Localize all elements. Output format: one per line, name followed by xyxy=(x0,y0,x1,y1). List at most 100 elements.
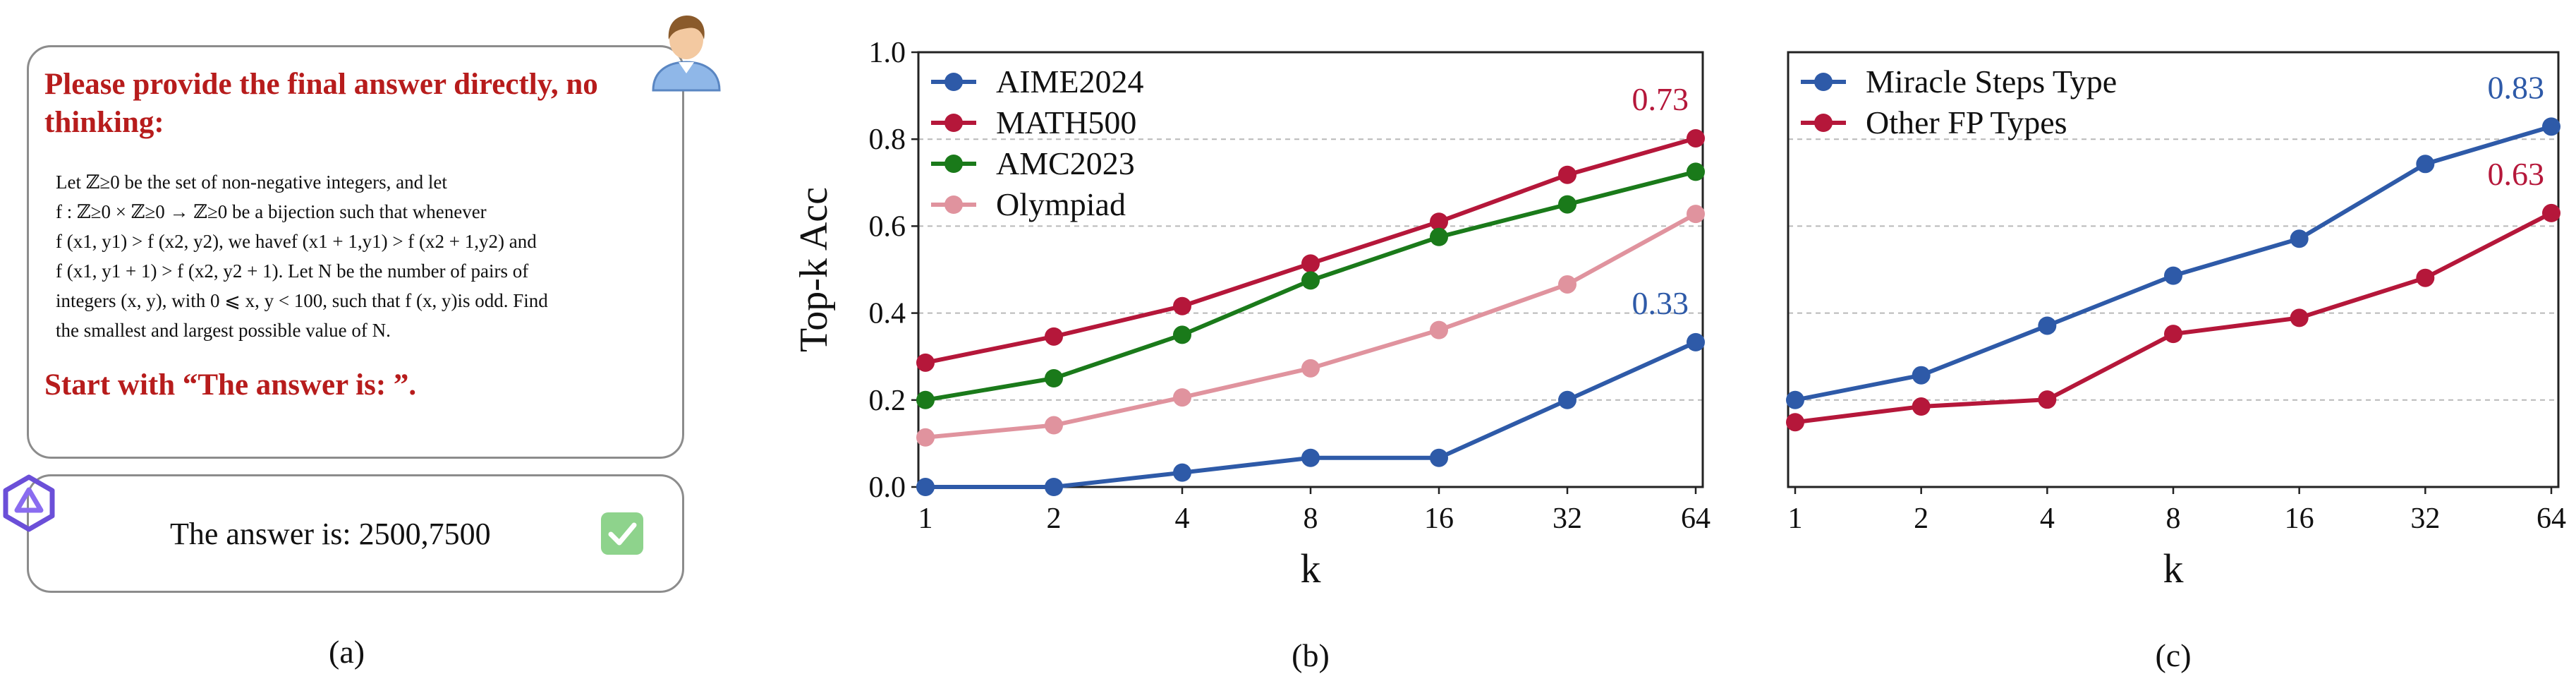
x-axis-label: k xyxy=(1301,546,1321,591)
data-point xyxy=(1558,390,1576,409)
panel-label: (c) xyxy=(2155,637,2191,673)
chart-panel-c: 1 2 4 8 16 32 64 k Miracle Steps Type Other FP Ty… xyxy=(1786,51,2566,673)
y-axis-label: Top-k Acc xyxy=(792,187,836,352)
data-point xyxy=(1173,296,1191,315)
legend-label: Olympiad xyxy=(996,186,1126,222)
x-tick-label: 16 xyxy=(1424,503,1454,535)
y-tick-label: 0.4 xyxy=(869,298,906,330)
answer-text: The answer is: 2500,7500 xyxy=(170,517,491,551)
data-point xyxy=(1173,388,1191,407)
x-tick-label: 8 xyxy=(2166,503,2181,535)
x-tick-label: 2 xyxy=(1047,503,1062,535)
panel-label: (b) xyxy=(1292,637,1330,673)
x-tick-label: 64 xyxy=(2536,503,2566,535)
data-annotation: 0.33 xyxy=(1632,285,1689,321)
data-point xyxy=(1301,448,1320,467)
data-point xyxy=(1430,227,1448,246)
legend-label: AIME2024 xyxy=(996,64,1144,100)
data-point xyxy=(2542,117,2560,136)
legend-label: Miracle Steps Type xyxy=(1866,64,2117,100)
prompt-heading: Please provide the final answer directly… xyxy=(44,68,598,139)
x-tick-label: 32 xyxy=(2410,503,2440,535)
x-tick-label: 8 xyxy=(1304,503,1318,535)
data-point xyxy=(916,353,935,372)
data-point xyxy=(916,428,935,447)
data-point xyxy=(1558,165,1576,184)
legend-swatch-marker xyxy=(944,73,963,91)
x-tick-label: 64 xyxy=(1681,503,1711,535)
data-point xyxy=(1430,320,1448,339)
data-point xyxy=(1687,205,1705,224)
data-point xyxy=(1912,366,1931,385)
y-tick-label: 0.2 xyxy=(869,385,906,417)
data-point xyxy=(1173,325,1191,344)
data-point xyxy=(1301,254,1320,273)
data-point xyxy=(2038,390,2057,409)
legend-label: Other FP Types xyxy=(1866,104,2067,140)
data-annotation: 0.83 xyxy=(2488,69,2545,105)
data-point xyxy=(1301,271,1320,290)
x-tick-label: 4 xyxy=(1175,503,1190,535)
data-point xyxy=(1912,397,1931,416)
problem-line: f : ℤ≥0 × ℤ≥0 → ℤ≥0 be a bijection such … xyxy=(56,201,487,222)
panel-a-label: (a) xyxy=(329,634,365,670)
data-point xyxy=(1301,359,1320,378)
data-point xyxy=(2164,325,2182,344)
user-avatar-icon xyxy=(652,16,721,92)
data-point xyxy=(2164,266,2182,285)
y-tick-label: 0.6 xyxy=(869,210,906,243)
x-tick-label: 32 xyxy=(1553,503,1582,535)
legend-swatch-marker xyxy=(944,195,963,214)
data-point xyxy=(1687,332,1705,351)
x-tick-label: 4 xyxy=(2040,503,2055,535)
chart-panel-b: 1 2 4 8 16 32 64 0.0 0.2 0.4 0.6 0.8 1.0 k Top-k Acc AI… xyxy=(792,37,1711,673)
y-tick-label: 0.8 xyxy=(869,124,906,156)
data-point xyxy=(1687,162,1705,181)
data-point xyxy=(1045,327,1063,346)
series-line-other-fp-types xyxy=(1794,211,2553,425)
data-point xyxy=(1045,369,1063,387)
data-point xyxy=(916,390,935,409)
data-point xyxy=(2416,268,2435,287)
x-tick-label: 1 xyxy=(918,503,933,535)
data-point xyxy=(1786,390,1804,409)
panel-a: Please provide the final answer directly… xyxy=(0,0,727,686)
data-annotation: 0.63 xyxy=(2488,156,2545,192)
check-mark-icon xyxy=(601,512,643,555)
data-point xyxy=(2290,308,2309,327)
legend-label: AMC2023 xyxy=(996,145,1135,181)
series-line-miracle-steps-type xyxy=(1794,124,2552,402)
x-tick-label: 1 xyxy=(1788,503,1803,535)
data-point xyxy=(2290,229,2309,248)
prompt-bubble: Please provide the final answer directly… xyxy=(27,45,684,459)
problem-line: Let ℤ≥0 be the set of non-negative integ… xyxy=(56,172,447,193)
legend-swatch-marker xyxy=(1814,114,1833,132)
data-point xyxy=(1045,478,1063,496)
legend-swatch-marker xyxy=(944,114,963,132)
data-point xyxy=(2416,155,2435,174)
x-axis-label: k xyxy=(2163,546,2184,591)
legend-swatch-marker xyxy=(944,155,963,173)
problem-line: f (x1, y1) > f (x2, y2), we havef (x1 + … xyxy=(56,231,537,252)
data-point xyxy=(1558,195,1576,214)
y-tick-label: 0.0 xyxy=(869,471,906,504)
data-point xyxy=(916,478,935,496)
data-point xyxy=(1786,413,1804,432)
data-point xyxy=(1687,128,1705,148)
data-point xyxy=(1045,416,1063,435)
series-line-olympiad xyxy=(925,212,1697,440)
data-point xyxy=(2542,203,2560,222)
problem-line: f (x1, y1 + 1) > f (x2, y2 + 1). Let N b… xyxy=(56,260,529,282)
problem-line: the smallest and largest possible value … xyxy=(56,320,391,341)
data-annotation: 0.73 xyxy=(1632,81,1689,117)
problem-line: integers (x, y), with 0 ⩽ x, y < 100, su… xyxy=(56,290,548,311)
x-tick-label: 16 xyxy=(2285,503,2314,535)
data-point xyxy=(2038,316,2057,335)
y-tick-label: 1.0 xyxy=(869,37,906,69)
x-tick-label: 2 xyxy=(1914,503,1928,535)
data-point xyxy=(1558,275,1576,294)
data-point xyxy=(1173,463,1191,482)
problem-statement: Let ℤ≥0 be the set of non-negative integ… xyxy=(56,167,691,345)
answer-bubble: The answer is: 2500,7500 xyxy=(27,474,684,593)
data-point xyxy=(1430,212,1448,231)
